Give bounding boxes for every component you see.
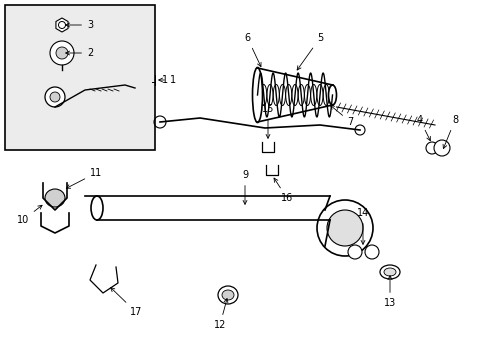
Text: 11: 11 bbox=[66, 168, 102, 188]
Ellipse shape bbox=[379, 265, 399, 279]
Text: 5: 5 bbox=[297, 33, 323, 70]
Circle shape bbox=[425, 142, 437, 154]
Circle shape bbox=[56, 47, 68, 59]
Text: 10: 10 bbox=[17, 205, 42, 225]
Ellipse shape bbox=[91, 196, 103, 220]
Text: 3: 3 bbox=[65, 20, 93, 30]
Circle shape bbox=[326, 210, 362, 246]
Ellipse shape bbox=[222, 290, 234, 300]
Circle shape bbox=[364, 245, 378, 259]
Text: 8: 8 bbox=[442, 115, 457, 149]
Ellipse shape bbox=[218, 286, 238, 304]
Ellipse shape bbox=[45, 189, 65, 207]
Ellipse shape bbox=[252, 68, 262, 122]
Text: 12: 12 bbox=[213, 298, 227, 330]
Text: 16: 16 bbox=[273, 178, 292, 203]
Text: 1: 1 bbox=[159, 75, 176, 85]
Circle shape bbox=[45, 87, 65, 107]
Text: 13: 13 bbox=[383, 276, 395, 308]
Circle shape bbox=[316, 200, 372, 256]
Polygon shape bbox=[56, 18, 68, 32]
Text: 9: 9 bbox=[242, 170, 247, 204]
FancyBboxPatch shape bbox=[5, 5, 155, 150]
Circle shape bbox=[433, 140, 449, 156]
Text: 14: 14 bbox=[356, 208, 368, 244]
Text: 1: 1 bbox=[162, 75, 168, 85]
Ellipse shape bbox=[328, 85, 336, 105]
Circle shape bbox=[50, 41, 74, 65]
Circle shape bbox=[50, 92, 60, 102]
Text: 2: 2 bbox=[65, 48, 93, 58]
Text: 17: 17 bbox=[110, 288, 142, 317]
Text: 15: 15 bbox=[261, 104, 274, 138]
Circle shape bbox=[347, 245, 361, 259]
Text: 7: 7 bbox=[330, 105, 353, 127]
Ellipse shape bbox=[383, 268, 395, 276]
Text: 6: 6 bbox=[244, 33, 261, 67]
Text: 4: 4 bbox=[416, 115, 429, 141]
